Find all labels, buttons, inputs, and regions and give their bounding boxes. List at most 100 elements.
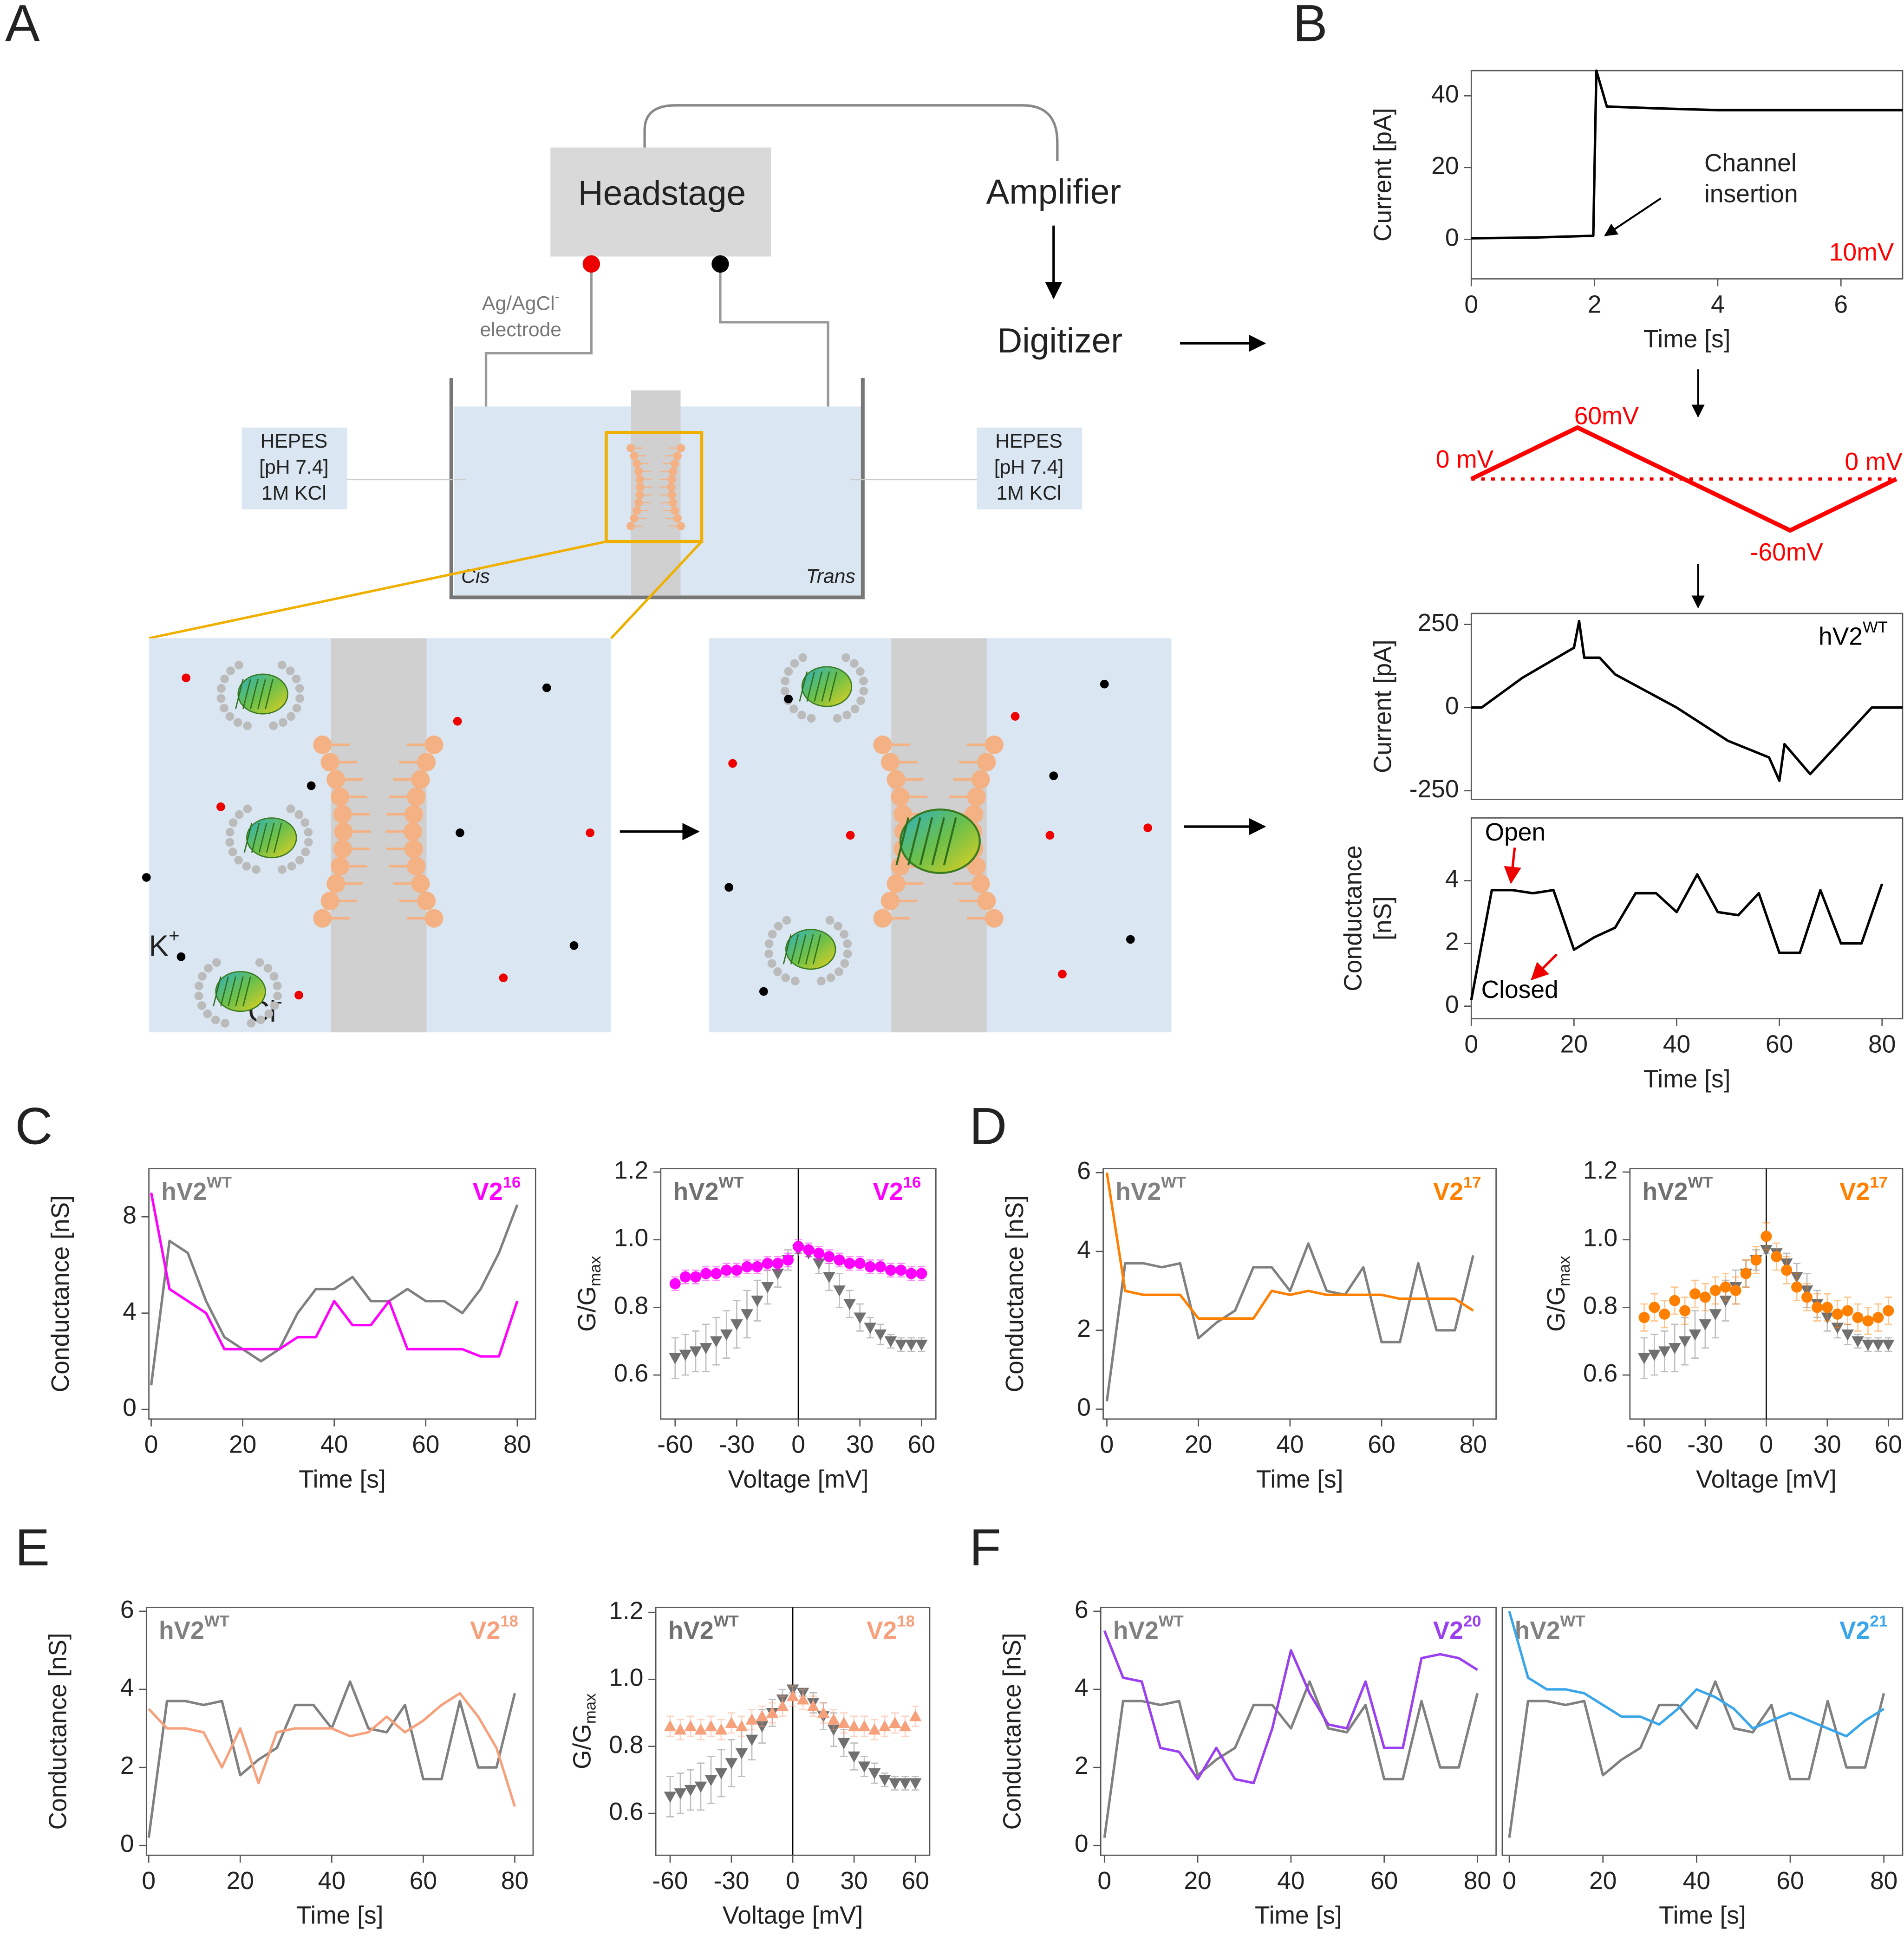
x-tick-label: 60: [1766, 1031, 1793, 1058]
trace: [1508, 1680, 1885, 1838]
detergent: [817, 977, 826, 985]
lipid-head: [967, 788, 986, 807]
y-tick-label: 4: [123, 1298, 137, 1325]
strand: [812, 934, 822, 964]
y-tick-label: 0: [1445, 991, 1459, 1018]
point: [1781, 1264, 1793, 1276]
strand: [814, 671, 823, 702]
point: [827, 1725, 840, 1736]
series-name-sup: WT: [1159, 1613, 1184, 1630]
strand: [805, 934, 814, 964]
diagram-shapes: [142, 443, 1153, 1028]
detergent: [225, 712, 235, 721]
ion: [499, 973, 508, 983]
x-tick-label: 60: [1875, 1431, 1902, 1459]
series-label: V221: [1839, 1613, 1888, 1644]
barrel: [246, 817, 297, 859]
x-tick-label: 60: [901, 1867, 929, 1895]
arrow: [1531, 953, 1558, 980]
ion: [728, 759, 737, 768]
point: [843, 1299, 856, 1310]
trans-label: Trans: [806, 565, 855, 587]
zoom-line: [149, 540, 606, 640]
series-name: hV2: [668, 1617, 714, 1644]
point: [858, 1720, 871, 1732]
buffer-box: [977, 427, 1082, 509]
x-tick-label: -30: [713, 1867, 749, 1895]
point: [874, 1261, 886, 1272]
detergent: [220, 674, 229, 684]
y-tick-label: 20: [1431, 152, 1459, 180]
point: [909, 1710, 922, 1721]
point: [715, 1723, 728, 1735]
point: [741, 1261, 753, 1272]
strand: [228, 976, 236, 1007]
point: [868, 1768, 881, 1779]
protein: [895, 808, 981, 874]
detergent: [269, 972, 279, 981]
detergent: [843, 939, 852, 948]
point: [782, 1254, 794, 1266]
detergent: [825, 916, 835, 925]
strand: [895, 817, 910, 866]
lipid-head: [404, 840, 423, 859]
x-axis-label: Time [s]: [1643, 326, 1731, 353]
ion: [784, 694, 793, 704]
series-name: V2: [470, 1617, 500, 1644]
x-tick-label: -60: [657, 1431, 693, 1459]
x-tick-label: 6: [1834, 291, 1848, 318]
bilayer: [313, 735, 443, 928]
detergent: [764, 949, 774, 958]
detergent: [243, 721, 252, 730]
y-axis-label-text: Conductance [nS]: [999, 1633, 1026, 1830]
series-label: hV2WT: [1819, 619, 1888, 650]
detergent: [856, 667, 865, 676]
point: [669, 1353, 682, 1364]
detergent: [784, 667, 793, 676]
y-tick-label: 40: [1431, 80, 1459, 108]
ion: [216, 802, 225, 811]
strand: [243, 822, 253, 853]
lipid-head: [977, 753, 996, 772]
series-name-sup: 17: [1870, 1174, 1888, 1192]
lipid-head: [985, 909, 1004, 928]
detergent: [226, 666, 235, 675]
detergent: [849, 659, 859, 668]
point: [1719, 1296, 1732, 1307]
strand: [251, 822, 260, 853]
detergent: [791, 977, 800, 985]
x-tick-label: 60: [1776, 1867, 1804, 1895]
x-tick-label: 60: [410, 1867, 437, 1895]
detergent: [781, 677, 790, 685]
detergent: [273, 991, 282, 1001]
lipid-head: [635, 490, 644, 499]
x-tick-label: 0: [1502, 1867, 1516, 1895]
trace: [1471, 69, 1903, 240]
strand: [828, 671, 838, 702]
strand: [235, 976, 244, 1007]
point: [864, 1261, 876, 1272]
wire: [719, 264, 829, 461]
point: [771, 1268, 784, 1280]
detergent: [826, 973, 835, 982]
x-tick-label: 30: [840, 1867, 867, 1895]
point: [720, 1329, 733, 1341]
series-name: hV2: [161, 1178, 207, 1206]
trace: [1103, 1630, 1478, 1785]
ion: [846, 831, 855, 840]
x-tick-label: 20: [229, 1431, 256, 1459]
ion: [586, 828, 595, 837]
x-axis-label: Time [s]: [1256, 1466, 1343, 1493]
electrode-dot: [711, 255, 729, 273]
point: [864, 1323, 877, 1334]
point: [741, 1309, 753, 1321]
detergent: [295, 684, 304, 693]
series-label: hV2WT: [1115, 1174, 1186, 1206]
point: [1730, 1284, 1741, 1296]
point: [1649, 1302, 1660, 1313]
series-name-sup: 16: [903, 1174, 921, 1192]
point: [899, 1778, 912, 1790]
point: [894, 1339, 907, 1351]
strand: [273, 822, 282, 853]
y-axis-label-text: Conductance [nS]: [1001, 1195, 1029, 1392]
